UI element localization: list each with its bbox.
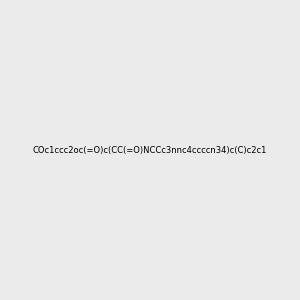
Text: COc1ccc2oc(=O)c(CC(=O)NCCc3nnc4ccccn34)c(C)c2c1: COc1ccc2oc(=O)c(CC(=O)NCCc3nnc4ccccn34)c… (33, 146, 267, 154)
